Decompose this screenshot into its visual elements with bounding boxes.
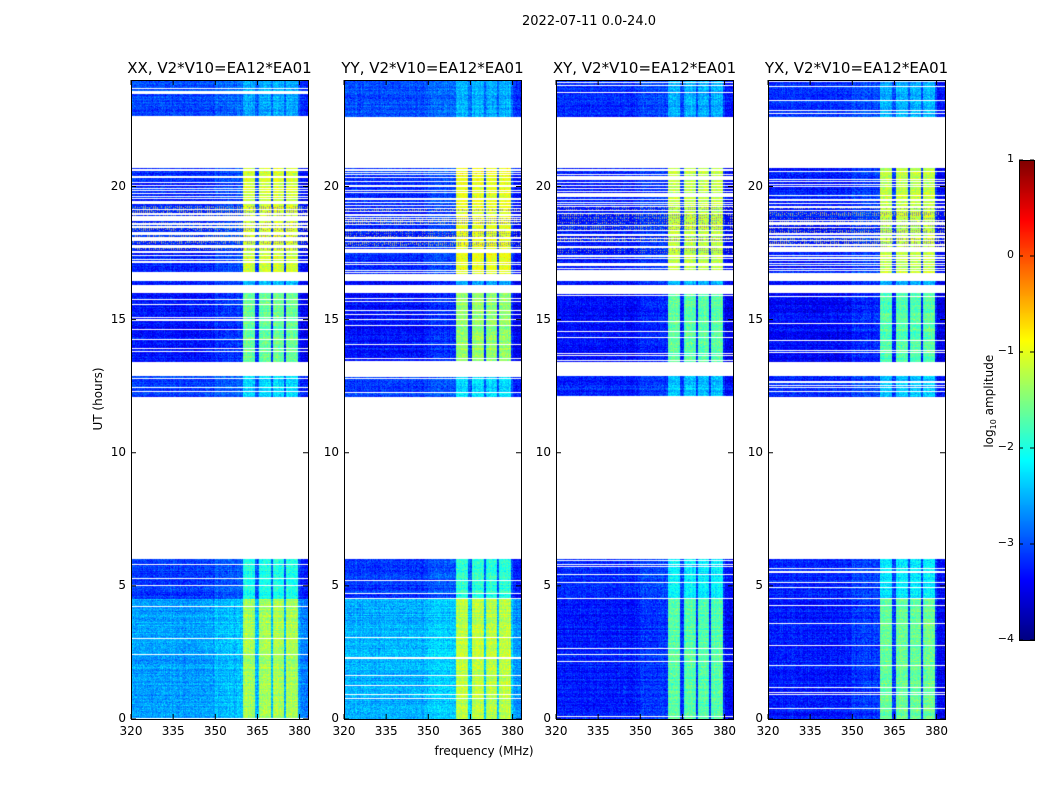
colorbar-tick-label: 1 (1007, 152, 1014, 165)
x-tick-label: 320 (756, 724, 780, 738)
heatmap-4 (768, 80, 945, 719)
y-tick-label: 0 (118, 711, 126, 725)
x-tick-label: 320 (332, 724, 356, 738)
x-tick-label: 350 (203, 724, 227, 738)
panel-title: XY, V2*V10=EA12*EA01 (552, 59, 737, 77)
x-tick-label: 365 (670, 724, 694, 738)
y-tick-label: 15 (535, 311, 551, 326)
colorbar-frame (1019, 160, 1035, 641)
colorbar-tick-label: −4 (997, 632, 1014, 645)
y-tick-label: 10 (110, 444, 126, 459)
x-tick-label: 380 (501, 724, 525, 738)
x-tick-label: 350 (840, 724, 864, 738)
panel-frame (131, 80, 309, 720)
panel-frame (344, 80, 522, 720)
x-tick-label: 335 (798, 724, 822, 738)
y-tick-label: 5 (755, 577, 763, 592)
x-tick-label: 335 (586, 724, 610, 738)
y-tick-label: 10 (747, 444, 763, 459)
y-tick-label: 5 (543, 577, 551, 592)
panel-frame (556, 80, 734, 720)
panel-title: YY, V2*V10=EA12*EA01 (341, 59, 524, 77)
y-tick-label: 5 (331, 577, 339, 592)
figure-title: 2022-07-11 0.0-24.0 (522, 14, 656, 29)
x-tick-label: 320 (119, 724, 143, 738)
y-tick-label: 0 (755, 711, 763, 725)
y-tick-label: 0 (331, 711, 339, 725)
y-tick-label: 20 (535, 178, 551, 193)
x-tick-label: 380 (925, 724, 949, 738)
x-tick-label: 320 (544, 724, 568, 738)
heatmap-1 (131, 80, 308, 719)
x-tick-label: 335 (374, 724, 398, 738)
y-tick-label: 15 (747, 311, 763, 326)
x-tick-label: 380 (288, 724, 312, 738)
y-tick-label: 20 (110, 178, 126, 193)
heatmap-2 (344, 80, 521, 719)
y-tick-label: 0 (543, 711, 551, 725)
x-axis-label: frequency (MHz) (434, 744, 534, 758)
x-tick-label: 335 (161, 724, 185, 738)
y-tick-label: 15 (110, 311, 126, 326)
colorbar-tick-label: −1 (997, 344, 1014, 357)
panel-frame (768, 80, 946, 720)
y-tick-label: 5 (118, 577, 126, 592)
y-tick-label: 20 (323, 178, 339, 193)
x-tick-label: 350 (628, 724, 652, 738)
y-tick-label: 10 (323, 444, 339, 459)
y-tick-label: 15 (323, 311, 339, 326)
colorbar-tick-label: −2 (997, 440, 1014, 453)
y-tick-label: 10 (535, 444, 551, 459)
x-tick-label: 365 (458, 724, 482, 738)
heatmap-3 (556, 80, 733, 719)
x-tick-label: 365 (882, 724, 906, 738)
colorbar-tick-label: 0 (1007, 248, 1014, 261)
x-tick-label: 380 (713, 724, 737, 738)
y-tick-label: 20 (747, 178, 763, 193)
x-tick-label: 365 (245, 724, 269, 738)
x-tick-label: 350 (416, 724, 440, 738)
colorbar-tick-label: −3 (997, 536, 1014, 549)
panel-title: YX, V2*V10=EA12*EA01 (764, 59, 949, 77)
colorbar (1019, 160, 1034, 640)
panel-title: XX, V2*V10=EA12*EA01 (127, 59, 312, 77)
